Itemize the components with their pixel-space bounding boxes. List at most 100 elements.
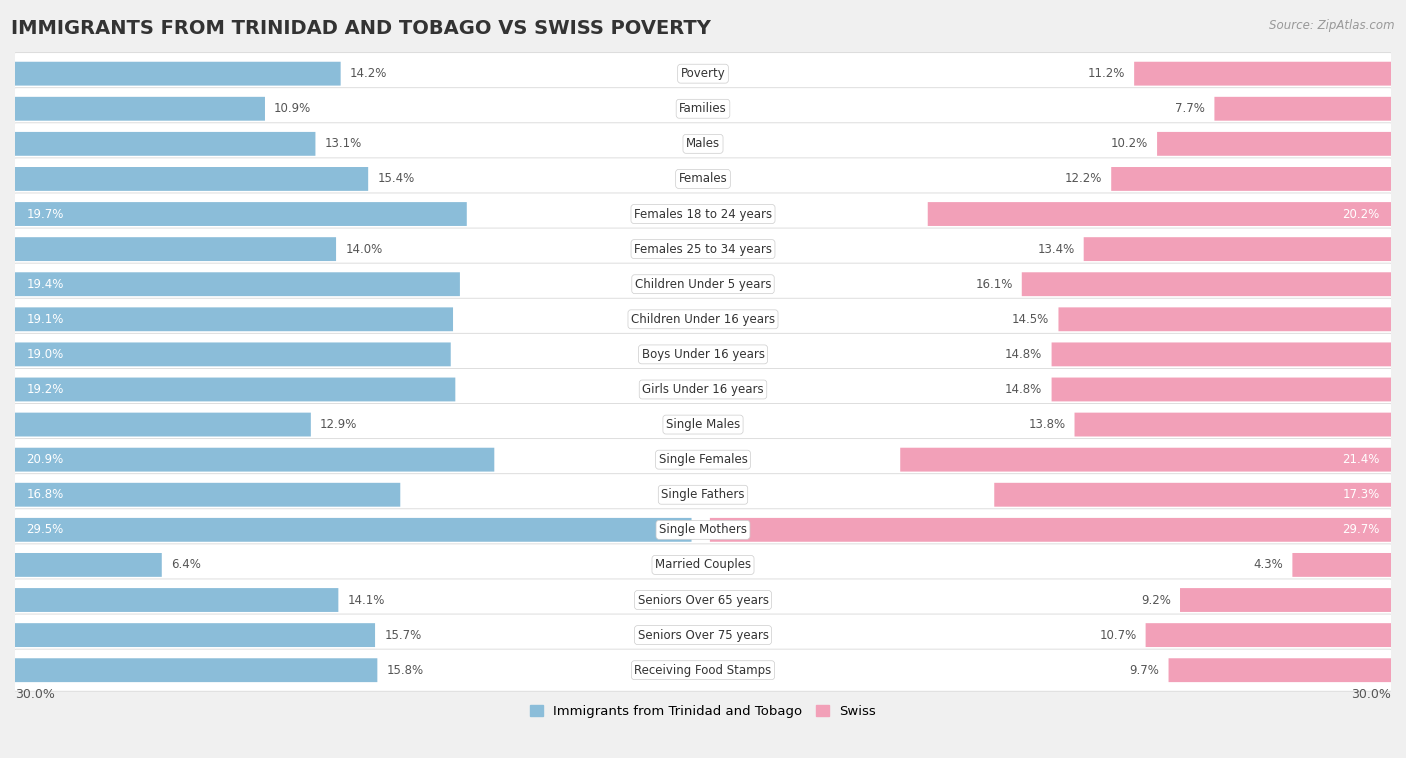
Text: 20.9%: 20.9% xyxy=(27,453,63,466)
FancyBboxPatch shape xyxy=(710,518,1391,542)
Text: 9.2%: 9.2% xyxy=(1140,594,1171,606)
FancyBboxPatch shape xyxy=(1135,61,1391,86)
FancyBboxPatch shape xyxy=(1146,623,1391,647)
FancyBboxPatch shape xyxy=(13,439,1393,481)
Text: 15.8%: 15.8% xyxy=(387,664,423,677)
Text: 14.8%: 14.8% xyxy=(1005,383,1042,396)
Text: 19.7%: 19.7% xyxy=(27,208,63,221)
FancyBboxPatch shape xyxy=(13,579,1393,621)
FancyBboxPatch shape xyxy=(15,553,162,577)
Text: 10.2%: 10.2% xyxy=(1111,137,1147,150)
FancyBboxPatch shape xyxy=(1111,167,1391,191)
FancyBboxPatch shape xyxy=(13,123,1393,165)
Text: 19.4%: 19.4% xyxy=(27,277,63,291)
FancyBboxPatch shape xyxy=(900,448,1391,471)
FancyBboxPatch shape xyxy=(15,448,495,471)
Text: 19.0%: 19.0% xyxy=(27,348,63,361)
FancyBboxPatch shape xyxy=(1168,658,1391,682)
Text: Married Couples: Married Couples xyxy=(655,559,751,572)
Text: 14.8%: 14.8% xyxy=(1005,348,1042,361)
Text: 29.7%: 29.7% xyxy=(1343,523,1379,537)
Text: Children Under 16 years: Children Under 16 years xyxy=(631,313,775,326)
FancyBboxPatch shape xyxy=(15,202,467,226)
Text: Families: Families xyxy=(679,102,727,115)
FancyBboxPatch shape xyxy=(928,202,1391,226)
Text: 9.7%: 9.7% xyxy=(1129,664,1160,677)
FancyBboxPatch shape xyxy=(1059,307,1391,331)
FancyBboxPatch shape xyxy=(13,158,1393,200)
FancyBboxPatch shape xyxy=(15,588,339,612)
Text: Single Mothers: Single Mothers xyxy=(659,523,747,537)
Text: 12.2%: 12.2% xyxy=(1064,172,1102,186)
FancyBboxPatch shape xyxy=(1052,377,1391,402)
Text: 12.9%: 12.9% xyxy=(321,418,357,431)
FancyBboxPatch shape xyxy=(13,334,1393,375)
FancyBboxPatch shape xyxy=(15,377,456,402)
Text: 6.4%: 6.4% xyxy=(172,559,201,572)
Text: 30.0%: 30.0% xyxy=(15,688,55,701)
Text: 14.1%: 14.1% xyxy=(347,594,385,606)
Text: Males: Males xyxy=(686,137,720,150)
FancyBboxPatch shape xyxy=(13,298,1393,340)
Text: 14.0%: 14.0% xyxy=(346,243,382,255)
Text: 13.4%: 13.4% xyxy=(1038,243,1074,255)
Text: Seniors Over 75 years: Seniors Over 75 years xyxy=(637,628,769,641)
Text: 17.3%: 17.3% xyxy=(1343,488,1379,501)
FancyBboxPatch shape xyxy=(13,614,1393,656)
Text: Receiving Food Stamps: Receiving Food Stamps xyxy=(634,664,772,677)
FancyBboxPatch shape xyxy=(15,623,375,647)
FancyBboxPatch shape xyxy=(13,263,1393,305)
Text: Seniors Over 65 years: Seniors Over 65 years xyxy=(637,594,769,606)
FancyBboxPatch shape xyxy=(13,544,1393,586)
Text: 29.5%: 29.5% xyxy=(27,523,63,537)
FancyBboxPatch shape xyxy=(15,307,453,331)
FancyBboxPatch shape xyxy=(15,237,336,261)
FancyBboxPatch shape xyxy=(13,52,1393,95)
FancyBboxPatch shape xyxy=(15,343,451,366)
FancyBboxPatch shape xyxy=(994,483,1391,506)
Text: 7.7%: 7.7% xyxy=(1175,102,1205,115)
FancyBboxPatch shape xyxy=(1292,553,1391,577)
FancyBboxPatch shape xyxy=(15,272,460,296)
Text: 10.9%: 10.9% xyxy=(274,102,311,115)
FancyBboxPatch shape xyxy=(13,474,1393,515)
Text: 15.4%: 15.4% xyxy=(377,172,415,186)
Text: 13.8%: 13.8% xyxy=(1028,418,1066,431)
Text: 10.7%: 10.7% xyxy=(1099,628,1136,641)
Text: Source: ZipAtlas.com: Source: ZipAtlas.com xyxy=(1270,19,1395,32)
FancyBboxPatch shape xyxy=(13,228,1393,270)
Text: 21.4%: 21.4% xyxy=(1343,453,1379,466)
FancyBboxPatch shape xyxy=(13,403,1393,446)
FancyBboxPatch shape xyxy=(13,88,1393,130)
Text: 14.2%: 14.2% xyxy=(350,67,387,80)
FancyBboxPatch shape xyxy=(13,509,1393,551)
Text: Poverty: Poverty xyxy=(681,67,725,80)
Text: 14.5%: 14.5% xyxy=(1012,313,1049,326)
Text: Girls Under 16 years: Girls Under 16 years xyxy=(643,383,763,396)
FancyBboxPatch shape xyxy=(1157,132,1391,156)
FancyBboxPatch shape xyxy=(15,412,311,437)
Text: Single Fathers: Single Fathers xyxy=(661,488,745,501)
FancyBboxPatch shape xyxy=(1022,272,1391,296)
Text: 19.2%: 19.2% xyxy=(27,383,63,396)
FancyBboxPatch shape xyxy=(15,61,340,86)
Text: Single Males: Single Males xyxy=(666,418,740,431)
Text: 11.2%: 11.2% xyxy=(1088,67,1125,80)
Text: Females 25 to 34 years: Females 25 to 34 years xyxy=(634,243,772,255)
Text: Single Females: Single Females xyxy=(658,453,748,466)
Text: 19.1%: 19.1% xyxy=(27,313,63,326)
FancyBboxPatch shape xyxy=(1052,343,1391,366)
Legend: Immigrants from Trinidad and Tobago, Swiss: Immigrants from Trinidad and Tobago, Swi… xyxy=(524,700,882,724)
FancyBboxPatch shape xyxy=(15,518,692,542)
FancyBboxPatch shape xyxy=(13,193,1393,235)
Text: 16.1%: 16.1% xyxy=(976,277,1012,291)
Text: 13.1%: 13.1% xyxy=(325,137,361,150)
FancyBboxPatch shape xyxy=(1180,588,1391,612)
Text: 30.0%: 30.0% xyxy=(1351,688,1391,701)
FancyBboxPatch shape xyxy=(15,97,264,121)
FancyBboxPatch shape xyxy=(15,483,401,506)
Text: 4.3%: 4.3% xyxy=(1254,559,1284,572)
Text: Boys Under 16 years: Boys Under 16 years xyxy=(641,348,765,361)
Text: Children Under 5 years: Children Under 5 years xyxy=(634,277,772,291)
FancyBboxPatch shape xyxy=(13,649,1393,691)
